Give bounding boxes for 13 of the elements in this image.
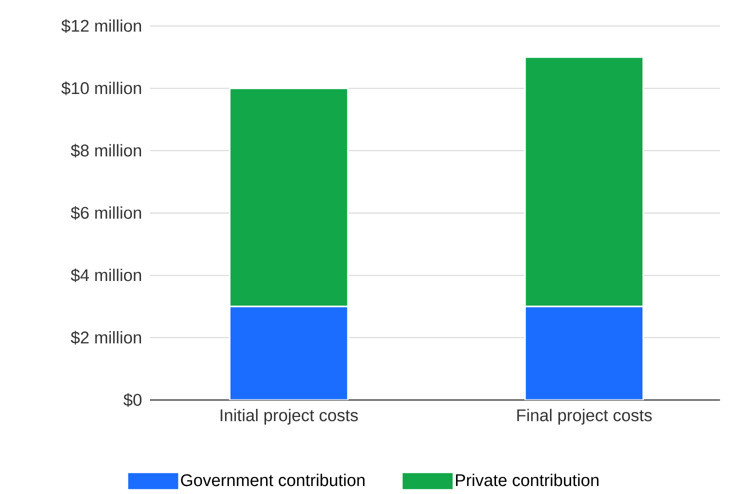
legend-label: Government contribution	[181, 474, 364, 486]
y-tick-label: $10 million	[61, 81, 142, 96]
y-tick-label: $4 million	[70, 268, 142, 282]
y-tick-label: $8 million	[70, 144, 142, 158]
y-tick-label: $6 million	[70, 206, 142, 220]
x-tick-label: Final project costs	[517, 408, 652, 425]
bar	[228, 306, 349, 400]
bar	[524, 306, 644, 400]
y-tick-label: $12 million	[61, 19, 142, 33]
x-tick-label: Initial project costs	[220, 408, 358, 425]
legend-label: Private contribution	[456, 474, 598, 486]
y-tick-label: $0	[124, 393, 142, 407]
y-tick-label: $2 million	[70, 330, 142, 345]
